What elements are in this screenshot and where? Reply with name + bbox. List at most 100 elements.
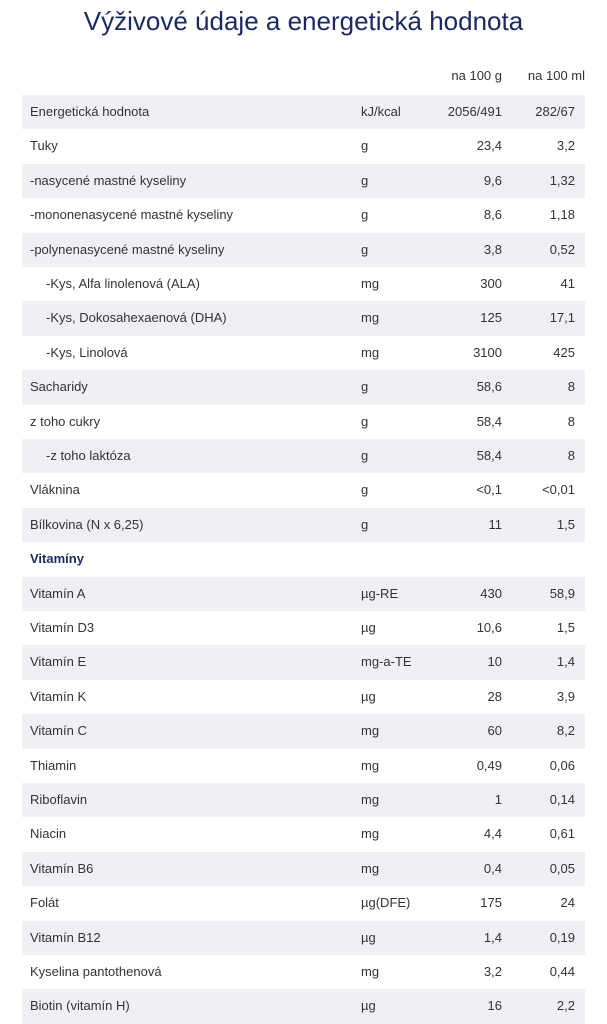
unit: µg xyxy=(361,688,376,704)
nutrient-name: z toho cukry xyxy=(30,413,101,429)
value-per-100g: 9,6 xyxy=(483,172,502,188)
value-per-100g: 10,6 xyxy=(476,620,502,635)
value-per-100ml: 24 xyxy=(560,895,575,911)
value-per-100g: 11 xyxy=(488,516,503,532)
table-row: -Kys, Linolová mg 3100 425 xyxy=(22,336,585,370)
value-per-100g: 4,4 xyxy=(483,826,502,842)
value-per-100g: <0,1 xyxy=(476,482,502,498)
nutrient-name: -Kys, Alfa linolenová (ALA) xyxy=(46,276,200,291)
table-row: -Kys, Dokosahexaenová (DHA) mg 125 17,1 xyxy=(22,301,585,336)
value-per-100ml: 17,1 xyxy=(549,310,575,326)
unit: µg xyxy=(361,998,376,1014)
value-per-100ml: 8 xyxy=(567,448,575,463)
nutrient-name: Biotin (vitamín H) xyxy=(30,998,130,1014)
nutrient-name: Bílkovina (N x 6,25) xyxy=(30,516,144,532)
nutrient-name: Vitamín D3 xyxy=(30,620,95,635)
value-per-100ml: <0,01 xyxy=(542,482,575,498)
value-per-100g: 3,2 xyxy=(483,964,502,979)
unit: g xyxy=(361,379,369,395)
value-per-100ml: 41 xyxy=(560,276,575,291)
value-per-100g: 175 xyxy=(480,895,502,911)
table-row: Vláknina g <0,1 <0,01 xyxy=(22,473,585,507)
title: Výživové údaje a energetická hodnota xyxy=(83,6,524,36)
table-row: Vitamín B12 µg 1,4 0,19 xyxy=(22,920,585,955)
unit: mg xyxy=(361,860,380,876)
value-per-100g: 2056/491 xyxy=(447,104,502,119)
nutrient-name: Folát xyxy=(30,895,59,911)
table-row: Kyselina pantothenová mg 3,2 0,44 xyxy=(22,955,585,989)
value-per-100ml: 3,9 xyxy=(556,688,575,704)
unit: mg xyxy=(361,826,380,842)
unit: g xyxy=(361,138,369,154)
nutrient-name: -polynenasycené mastné kyseliny xyxy=(30,241,225,257)
value-per-100g: 125 xyxy=(480,310,502,326)
table-row: Folát µg(DFE) 175 24 xyxy=(22,886,585,920)
value-per-100g: 23,4 xyxy=(476,138,502,154)
unit: mg xyxy=(361,757,380,773)
table-row: Energetická hodnota kJ/kcal 2056/491 282/67 xyxy=(22,95,585,130)
value-per-100g: 430 xyxy=(480,585,502,601)
unit: mg xyxy=(361,964,380,979)
nutrient-name: Vitamín B6 xyxy=(30,860,94,876)
value-per-100ml: 8 xyxy=(567,413,575,429)
value-per-100g: 10 xyxy=(487,654,502,670)
unit: kJ/kcal xyxy=(361,104,401,119)
value-per-100ml: 1,5 xyxy=(556,516,575,532)
unit: g xyxy=(361,413,369,429)
unit: g xyxy=(361,482,369,498)
unit: mg-a-TE xyxy=(361,654,412,670)
table-row: Niacin mg 4,4 0,61 xyxy=(22,817,585,851)
value-per-100ml: 425 xyxy=(553,344,575,360)
value-per-100ml: 1,5 xyxy=(556,620,575,635)
nutrient-name: Energetická hodnota xyxy=(30,104,150,119)
column-header: na 100 g xyxy=(451,68,502,83)
value-per-100g: 1,4 xyxy=(483,929,502,945)
table-row: Vitamín A µg-RE 430 58,9 xyxy=(22,576,585,611)
value-per-100g: 28 xyxy=(487,688,502,704)
unit: g xyxy=(361,207,369,223)
value-per-100g: 300 xyxy=(480,276,502,291)
nutrient-name: Niacin xyxy=(30,826,67,842)
value-per-100ml: 8 xyxy=(567,379,575,395)
nutrient-name: -z toho laktóza xyxy=(46,448,131,463)
nutrient-name: Vláknina xyxy=(30,482,80,498)
table-row: -z toho laktóza g 58,4 8 xyxy=(22,439,585,474)
value-per-100ml: 1,18 xyxy=(549,207,575,223)
value-per-100g: 8,6 xyxy=(483,207,502,223)
table-row: -mononenasycené mastné kyseliny g 8,6 1,18 xyxy=(22,198,585,232)
unit: g xyxy=(361,448,369,463)
value-per-100ml: 0,61 xyxy=(549,826,575,842)
section-row: Vitamíny xyxy=(22,542,585,576)
value-per-100ml: 0,06 xyxy=(549,757,575,773)
column-header: na 100 ml xyxy=(527,68,585,83)
nutrient-name: -nasycené mastné kyseliny xyxy=(30,172,187,188)
unit: µg(DFE) xyxy=(361,895,411,911)
nutrient-name: Vitamín E xyxy=(30,654,87,670)
value-per-100ml: 1,4 xyxy=(556,654,575,670)
nutrient-name: -Kys, Linolová xyxy=(46,344,128,360)
value-per-100ml: 8,2 xyxy=(556,723,575,739)
table-row: Vitamín C mg 60 8,2 xyxy=(22,714,585,749)
value-per-100g: 60 xyxy=(487,723,502,739)
value-per-100g: 3,8 xyxy=(483,241,502,257)
value-per-100g: 3100 xyxy=(473,344,502,360)
unit: mg xyxy=(361,310,380,326)
value-per-100g: 0,4 xyxy=(483,860,502,876)
value-per-100ml: 0,44 xyxy=(549,964,575,979)
table-row: -nasycené mastné kyseliny g 9,6 1,32 xyxy=(22,163,585,199)
nutrient-name: Thiamin xyxy=(30,757,77,773)
table-row: Thiamin mg 0,49 0,06 xyxy=(22,749,585,783)
nutrient-name: -Kys, Dokosahexaenová (DHA) xyxy=(46,310,227,326)
unit: g xyxy=(361,241,369,257)
value-per-100ml: 3,2 xyxy=(556,138,575,154)
value-per-100g: 58,4 xyxy=(476,448,502,463)
value-per-100ml: 0,52 xyxy=(549,241,575,257)
value-per-100ml: 282/67 xyxy=(535,104,575,119)
nutrient-name: Vitamín C xyxy=(30,723,87,739)
value-per-100g: 58,4 xyxy=(476,413,502,429)
value-per-100ml: 0,19 xyxy=(549,929,575,945)
nutrient-name: Tuky xyxy=(30,138,58,154)
table-row: Biotin (vitamín H) µg 16 2,2 xyxy=(22,989,585,1024)
unit: µg-RE xyxy=(361,585,399,601)
